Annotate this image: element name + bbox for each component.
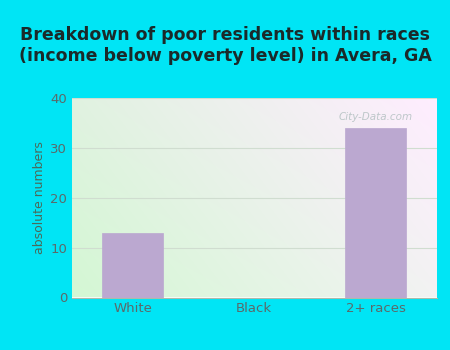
Y-axis label: absolute numbers: absolute numbers (33, 141, 46, 254)
Bar (103, 233, 163, 298)
Bar (346, 128, 406, 298)
Text: Breakdown of poor residents within races
(income below poverty level) in Avera, : Breakdown of poor residents within races… (18, 26, 432, 65)
Text: City-Data.com: City-Data.com (338, 112, 412, 122)
